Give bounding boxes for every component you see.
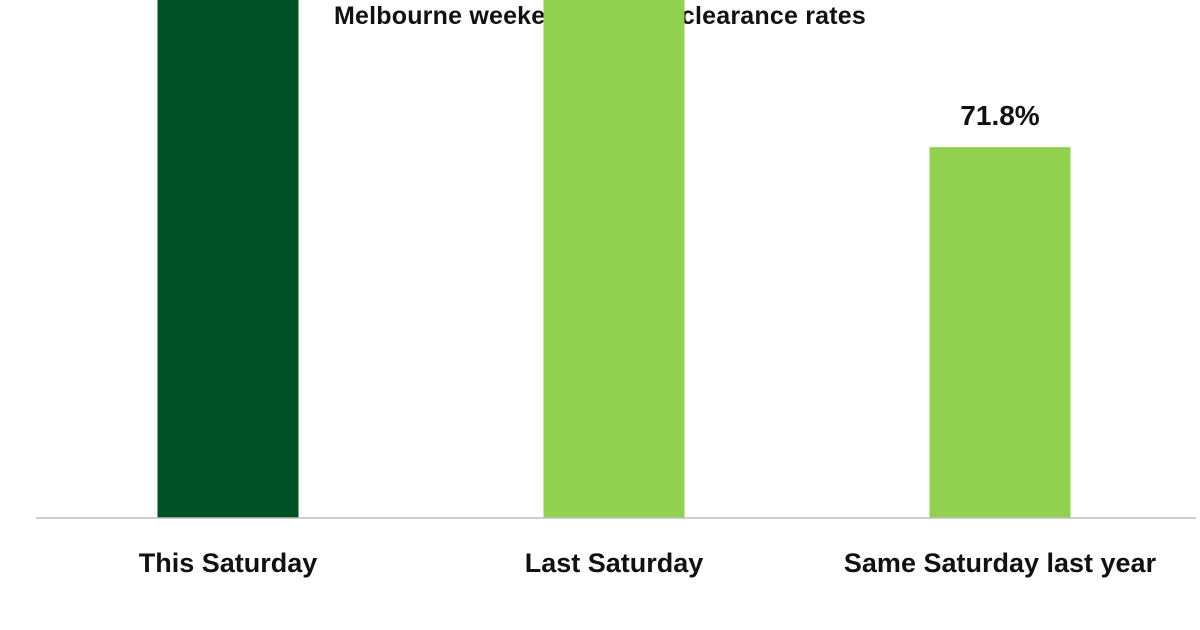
x-tick-label-3: Same Saturday last year: [844, 548, 1157, 578]
x-tick-label-1: This Saturday: [139, 548, 318, 578]
data-label-3: 71.8%: [960, 100, 1039, 131]
x-tick-labels-group: This Saturday Last Saturday Same Saturday …: [139, 548, 1157, 578]
data-labels-group: 75.3%80.1%71.8%: [960, 100, 1039, 131]
x-tick-label-2: Last Saturday: [525, 548, 704, 578]
bar-2: [543, 0, 685, 518]
bar-3: [929, 147, 1071, 518]
bar-1: [157, 0, 299, 519]
bars-group: [157, 0, 1071, 519]
